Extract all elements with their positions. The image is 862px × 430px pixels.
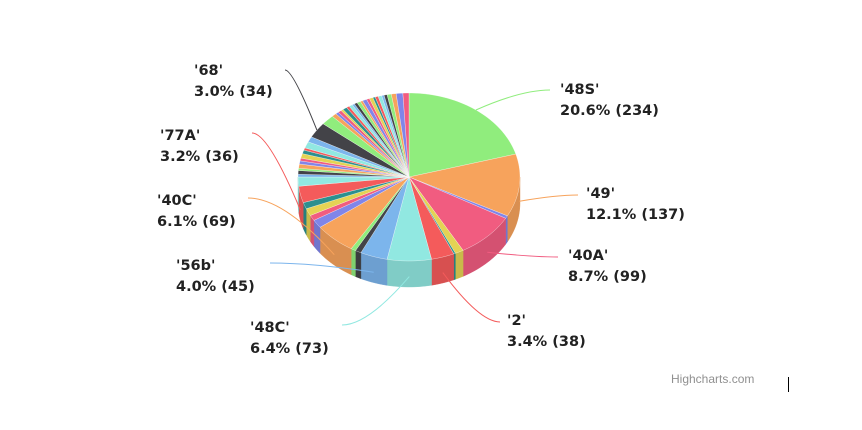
data-label-name: '40C' — [157, 193, 197, 209]
pie-slice-side — [453, 253, 456, 281]
pie-slice-side — [355, 250, 362, 279]
data-label: '68' 3.0% (34) — [194, 61, 273, 103]
data-label: '48S' 20.6% (234) — [560, 80, 659, 122]
pie-side-walls — [297, 176, 521, 288]
pie-slice-40C[interactable] — [319, 176, 410, 249]
pie-slice-40A[interactable] — [408, 176, 506, 251]
credits-link[interactable]: Highcharts.com — [671, 372, 755, 386]
pie-slice-48C[interactable] — [386, 176, 432, 262]
data-label-name: '56b' — [176, 258, 216, 274]
data-label-name: '40A' — [568, 248, 609, 264]
connector-line — [475, 89, 551, 111]
data-label-name: '68' — [194, 63, 224, 79]
data-label-name: '48C' — [250, 320, 290, 336]
data-label-value: 4.0% (45) — [176, 279, 255, 295]
data-label-value: 6.4% (73) — [250, 341, 329, 357]
pie-slice-side — [351, 248, 356, 277]
pie-slice-side — [505, 215, 508, 245]
data-label: '49' 12.1% (137) — [586, 184, 685, 226]
pie-slice[interactable] — [297, 176, 410, 187]
connector-line — [269, 262, 374, 273]
pie-top-faces — [297, 92, 521, 262]
pie-slice-49[interactable] — [408, 153, 521, 217]
data-label-value: 12.1% (137) — [586, 207, 685, 223]
text-cursor — [788, 377, 789, 392]
pie-slice-side — [455, 250, 464, 280]
data-label-value: 6.1% (69) — [157, 214, 236, 230]
data-label-name: '49' — [586, 186, 616, 202]
pie-slice-68[interactable] — [311, 123, 410, 178]
pie-slice[interactable] — [322, 116, 410, 178]
data-label: '48C' 6.4% (73) — [250, 318, 329, 360]
connector-line — [519, 194, 579, 202]
data-label-value: 3.2% (36) — [160, 149, 239, 165]
data-label-value: 20.6% (234) — [560, 103, 659, 119]
connector-line — [247, 197, 335, 256]
data-label-value: 8.7% (99) — [568, 269, 647, 285]
data-label: '77A' 3.2% (36) — [160, 126, 239, 168]
data-label: '40C' 6.1% (69) — [157, 191, 236, 233]
data-label-value: 3.0% (34) — [194, 84, 273, 100]
data-label: '2' 3.4% (38) — [507, 311, 586, 353]
data-label-name: '2' — [507, 313, 526, 329]
pie-slice-2[interactable] — [408, 176, 454, 260]
data-label-name: '77A' — [160, 128, 201, 144]
connector-line — [284, 69, 318, 131]
data-label: '56b' 4.0% (45) — [176, 256, 255, 298]
connector-line — [487, 251, 559, 258]
connector-line — [251, 132, 301, 211]
data-label-value: 3.4% (38) — [507, 334, 586, 350]
data-label-name: '48S' — [560, 82, 600, 98]
pie-slice-56b[interactable] — [360, 176, 410, 260]
pie-slice-77A[interactable] — [298, 176, 410, 203]
pie-slice[interactable] — [402, 92, 410, 178]
pie-slice-side — [386, 259, 432, 288]
connector-line — [341, 276, 410, 326]
connector-line — [442, 272, 501, 323]
data-label: '40A' 8.7% (99) — [568, 246, 647, 288]
